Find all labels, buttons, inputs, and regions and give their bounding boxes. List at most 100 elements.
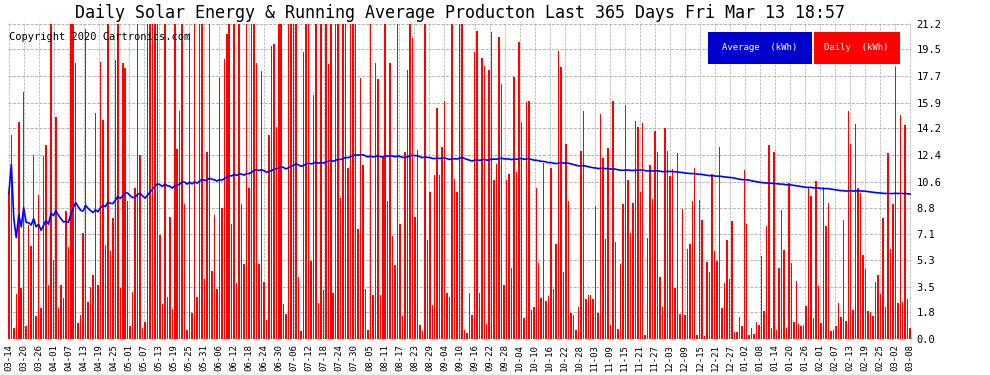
- Bar: [186, 330, 188, 339]
- Bar: [585, 299, 586, 339]
- Bar: [100, 62, 101, 339]
- Bar: [65, 211, 66, 339]
- Bar: [300, 330, 302, 339]
- Bar: [263, 282, 264, 339]
- Bar: [343, 24, 344, 339]
- Bar: [783, 251, 785, 339]
- Bar: [57, 308, 59, 339]
- Bar: [748, 335, 750, 339]
- Text: Copyright 2020 Cartronics.com: Copyright 2020 Cartronics.com: [9, 32, 190, 42]
- Bar: [248, 188, 249, 339]
- Bar: [82, 233, 84, 339]
- Bar: [647, 238, 648, 339]
- Bar: [253, 24, 254, 339]
- Bar: [704, 336, 706, 339]
- Bar: [707, 262, 708, 339]
- Bar: [194, 24, 195, 339]
- Bar: [890, 249, 891, 339]
- Bar: [28, 225, 30, 339]
- Bar: [52, 260, 54, 339]
- Bar: [816, 181, 817, 339]
- Bar: [214, 215, 215, 339]
- Bar: [526, 102, 527, 339]
- Bar: [23, 92, 25, 339]
- Bar: [379, 295, 381, 339]
- Bar: [617, 328, 619, 339]
- Bar: [258, 264, 259, 339]
- Bar: [313, 95, 314, 339]
- Bar: [8, 194, 10, 339]
- Bar: [354, 24, 356, 339]
- Bar: [135, 188, 136, 339]
- Bar: [761, 256, 762, 339]
- Bar: [132, 292, 134, 339]
- Bar: [120, 288, 121, 339]
- Bar: [387, 201, 388, 339]
- Bar: [592, 299, 594, 339]
- Bar: [283, 304, 284, 339]
- Bar: [130, 327, 131, 339]
- Bar: [511, 268, 512, 339]
- Bar: [255, 63, 257, 339]
- Bar: [654, 131, 656, 339]
- Bar: [600, 114, 601, 339]
- Bar: [722, 308, 723, 339]
- Bar: [290, 24, 292, 339]
- Bar: [902, 302, 904, 339]
- Bar: [793, 322, 795, 339]
- Bar: [836, 326, 837, 339]
- Bar: [870, 312, 871, 339]
- Bar: [80, 315, 81, 339]
- Bar: [798, 324, 800, 339]
- Bar: [434, 175, 436, 339]
- Bar: [788, 183, 790, 339]
- Bar: [833, 330, 835, 339]
- Bar: [543, 163, 545, 339]
- Bar: [338, 24, 339, 339]
- Bar: [842, 220, 844, 339]
- Bar: [900, 116, 901, 339]
- Bar: [166, 297, 168, 339]
- Bar: [506, 180, 507, 339]
- Bar: [605, 239, 606, 339]
- Bar: [476, 31, 477, 339]
- Bar: [768, 145, 770, 339]
- Bar: [268, 135, 269, 339]
- Bar: [575, 330, 576, 339]
- Bar: [682, 209, 683, 339]
- Bar: [818, 286, 820, 339]
- Title: Daily Solar Energy & Running Average Producton Last 365 Days Fri Mar 13 18:57: Daily Solar Energy & Running Average Pro…: [74, 4, 844, 22]
- Bar: [191, 313, 193, 339]
- Bar: [488, 70, 490, 339]
- Bar: [199, 24, 200, 339]
- Bar: [620, 264, 621, 339]
- Bar: [486, 324, 487, 339]
- Bar: [236, 283, 238, 339]
- Bar: [77, 323, 79, 339]
- Bar: [729, 279, 731, 339]
- Bar: [241, 204, 243, 339]
- Bar: [572, 315, 574, 339]
- Bar: [448, 297, 450, 339]
- Bar: [644, 335, 646, 339]
- Bar: [295, 24, 297, 339]
- Bar: [763, 312, 765, 339]
- Bar: [151, 24, 153, 339]
- Bar: [508, 174, 510, 339]
- Bar: [528, 101, 530, 339]
- Bar: [184, 204, 185, 339]
- Bar: [852, 310, 854, 339]
- Bar: [533, 307, 535, 339]
- Bar: [466, 333, 467, 339]
- Bar: [315, 24, 317, 339]
- Bar: [821, 324, 822, 339]
- Bar: [880, 294, 881, 339]
- Bar: [523, 318, 525, 339]
- Bar: [382, 156, 383, 339]
- Bar: [164, 24, 165, 339]
- Bar: [813, 318, 815, 339]
- Bar: [105, 245, 106, 339]
- Text: Average  (kWh): Average (kWh): [723, 43, 798, 52]
- Bar: [112, 218, 114, 339]
- Bar: [110, 251, 111, 339]
